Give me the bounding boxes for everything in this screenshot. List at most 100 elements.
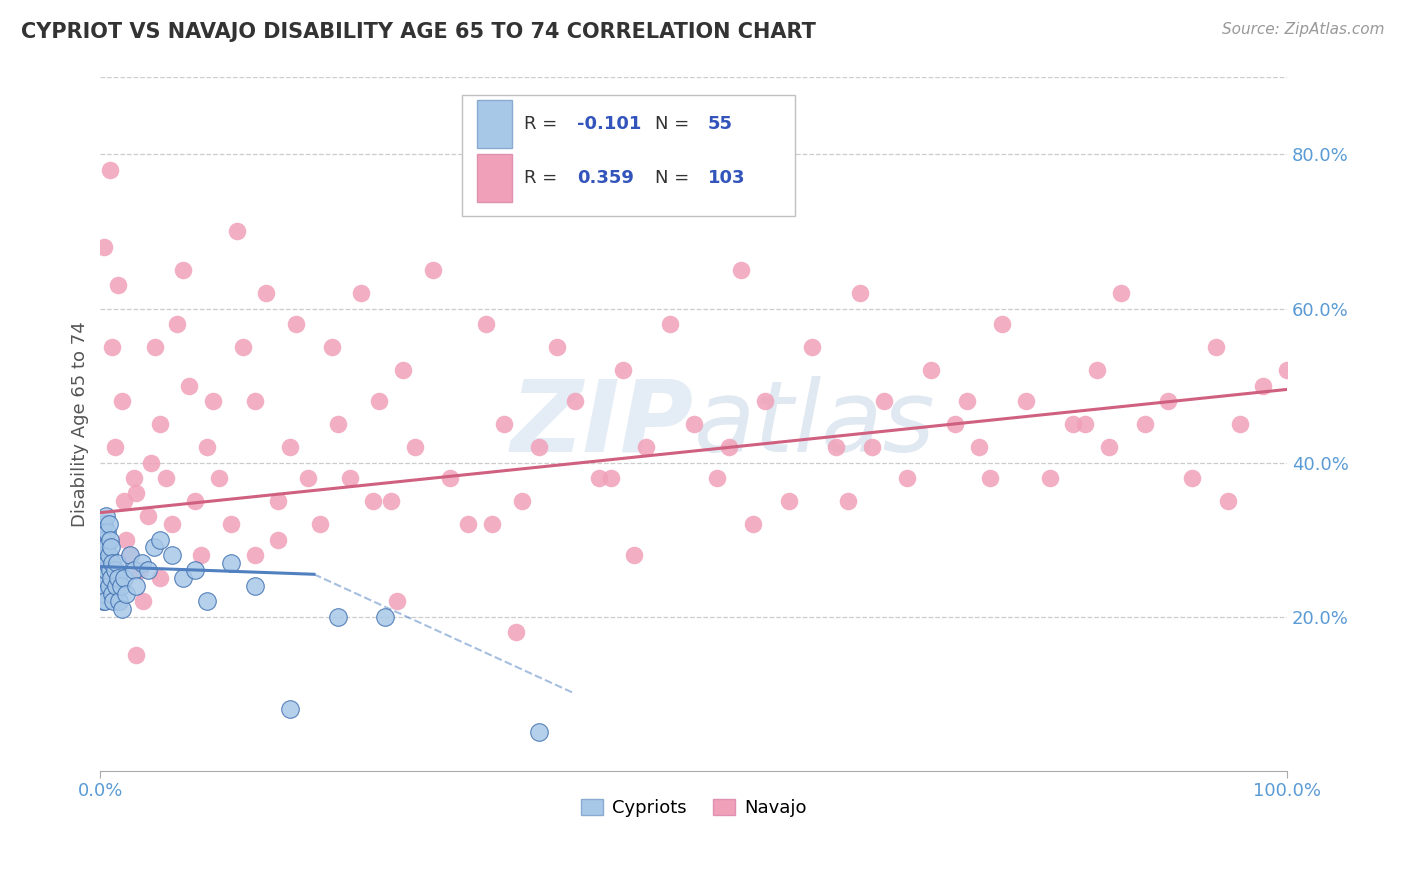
Point xyxy=(529,440,551,454)
Point xyxy=(243,579,266,593)
Point xyxy=(141,456,163,470)
Point xyxy=(195,440,218,454)
Point xyxy=(659,317,682,331)
Point xyxy=(505,625,527,640)
Point xyxy=(219,556,242,570)
Point xyxy=(457,517,479,532)
Point xyxy=(825,440,848,454)
Point xyxy=(350,286,373,301)
Point xyxy=(93,586,115,600)
Point xyxy=(91,579,114,593)
Point xyxy=(326,417,349,431)
Point xyxy=(1062,417,1084,431)
Point xyxy=(115,533,138,547)
Point xyxy=(131,556,153,570)
Point xyxy=(682,417,704,431)
Point xyxy=(93,541,115,555)
Point xyxy=(122,471,145,485)
Point xyxy=(510,494,533,508)
Point xyxy=(149,571,172,585)
Point xyxy=(979,471,1001,485)
Point xyxy=(107,278,129,293)
Point xyxy=(1098,440,1121,454)
Point xyxy=(368,394,391,409)
Point xyxy=(104,563,127,577)
FancyBboxPatch shape xyxy=(477,100,512,148)
Point xyxy=(730,263,752,277)
Point xyxy=(98,162,121,177)
Point xyxy=(96,509,118,524)
Point xyxy=(96,563,118,577)
Point xyxy=(380,494,402,508)
Point xyxy=(588,471,610,485)
Text: atlas: atlas xyxy=(693,376,935,473)
Point xyxy=(1039,471,1062,485)
Point xyxy=(172,263,194,277)
Point xyxy=(754,394,776,409)
Point xyxy=(149,417,172,431)
Point xyxy=(326,609,349,624)
Point xyxy=(110,579,132,593)
Point xyxy=(96,524,118,539)
Point xyxy=(90,548,112,562)
Point xyxy=(1109,286,1132,301)
Point xyxy=(143,340,166,354)
Point xyxy=(111,602,134,616)
Point xyxy=(208,471,231,485)
Point xyxy=(103,594,125,608)
Point xyxy=(374,609,396,624)
Point xyxy=(93,563,115,577)
Point xyxy=(321,340,343,354)
Point xyxy=(278,440,301,454)
Point xyxy=(363,494,385,508)
Point xyxy=(475,317,498,331)
Point xyxy=(422,263,444,277)
Text: R =: R = xyxy=(524,115,562,133)
Text: Source: ZipAtlas.com: Source: ZipAtlas.com xyxy=(1222,22,1385,37)
Point xyxy=(1216,494,1239,508)
Point xyxy=(297,471,319,485)
Point xyxy=(232,340,254,354)
Point xyxy=(392,363,415,377)
Point xyxy=(112,571,135,585)
Point xyxy=(94,571,117,585)
Point xyxy=(1275,363,1298,377)
Point xyxy=(172,571,194,585)
Point xyxy=(98,533,121,547)
Point xyxy=(837,494,859,508)
Point xyxy=(920,363,942,377)
Point xyxy=(118,548,141,562)
Point xyxy=(136,509,159,524)
Point xyxy=(128,563,150,577)
Point xyxy=(267,494,290,508)
Point xyxy=(125,486,148,500)
Point xyxy=(96,541,118,555)
Point xyxy=(90,571,112,585)
Point xyxy=(1015,394,1038,409)
Legend: Cypriots, Navajo: Cypriots, Navajo xyxy=(574,791,814,824)
Point xyxy=(202,394,225,409)
Point xyxy=(93,517,115,532)
Text: CYPRIOT VS NAVAJO DISABILITY AGE 65 TO 74 CORRELATION CHART: CYPRIOT VS NAVAJO DISABILITY AGE 65 TO 7… xyxy=(21,22,815,42)
Text: 55: 55 xyxy=(709,115,733,133)
Point xyxy=(166,317,188,331)
Point xyxy=(706,471,728,485)
Point xyxy=(122,563,145,577)
Point xyxy=(404,440,426,454)
Point xyxy=(1181,471,1204,485)
Point xyxy=(132,594,155,608)
Point xyxy=(111,394,134,409)
Point xyxy=(125,579,148,593)
Point xyxy=(94,594,117,608)
Text: R =: R = xyxy=(524,169,562,187)
FancyBboxPatch shape xyxy=(477,153,512,202)
Point xyxy=(636,440,658,454)
Point xyxy=(96,556,118,570)
Point xyxy=(90,524,112,539)
Point xyxy=(718,440,741,454)
Point xyxy=(267,533,290,547)
Point xyxy=(105,556,128,570)
Point xyxy=(100,541,122,555)
Point xyxy=(160,517,183,532)
Point xyxy=(309,517,332,532)
